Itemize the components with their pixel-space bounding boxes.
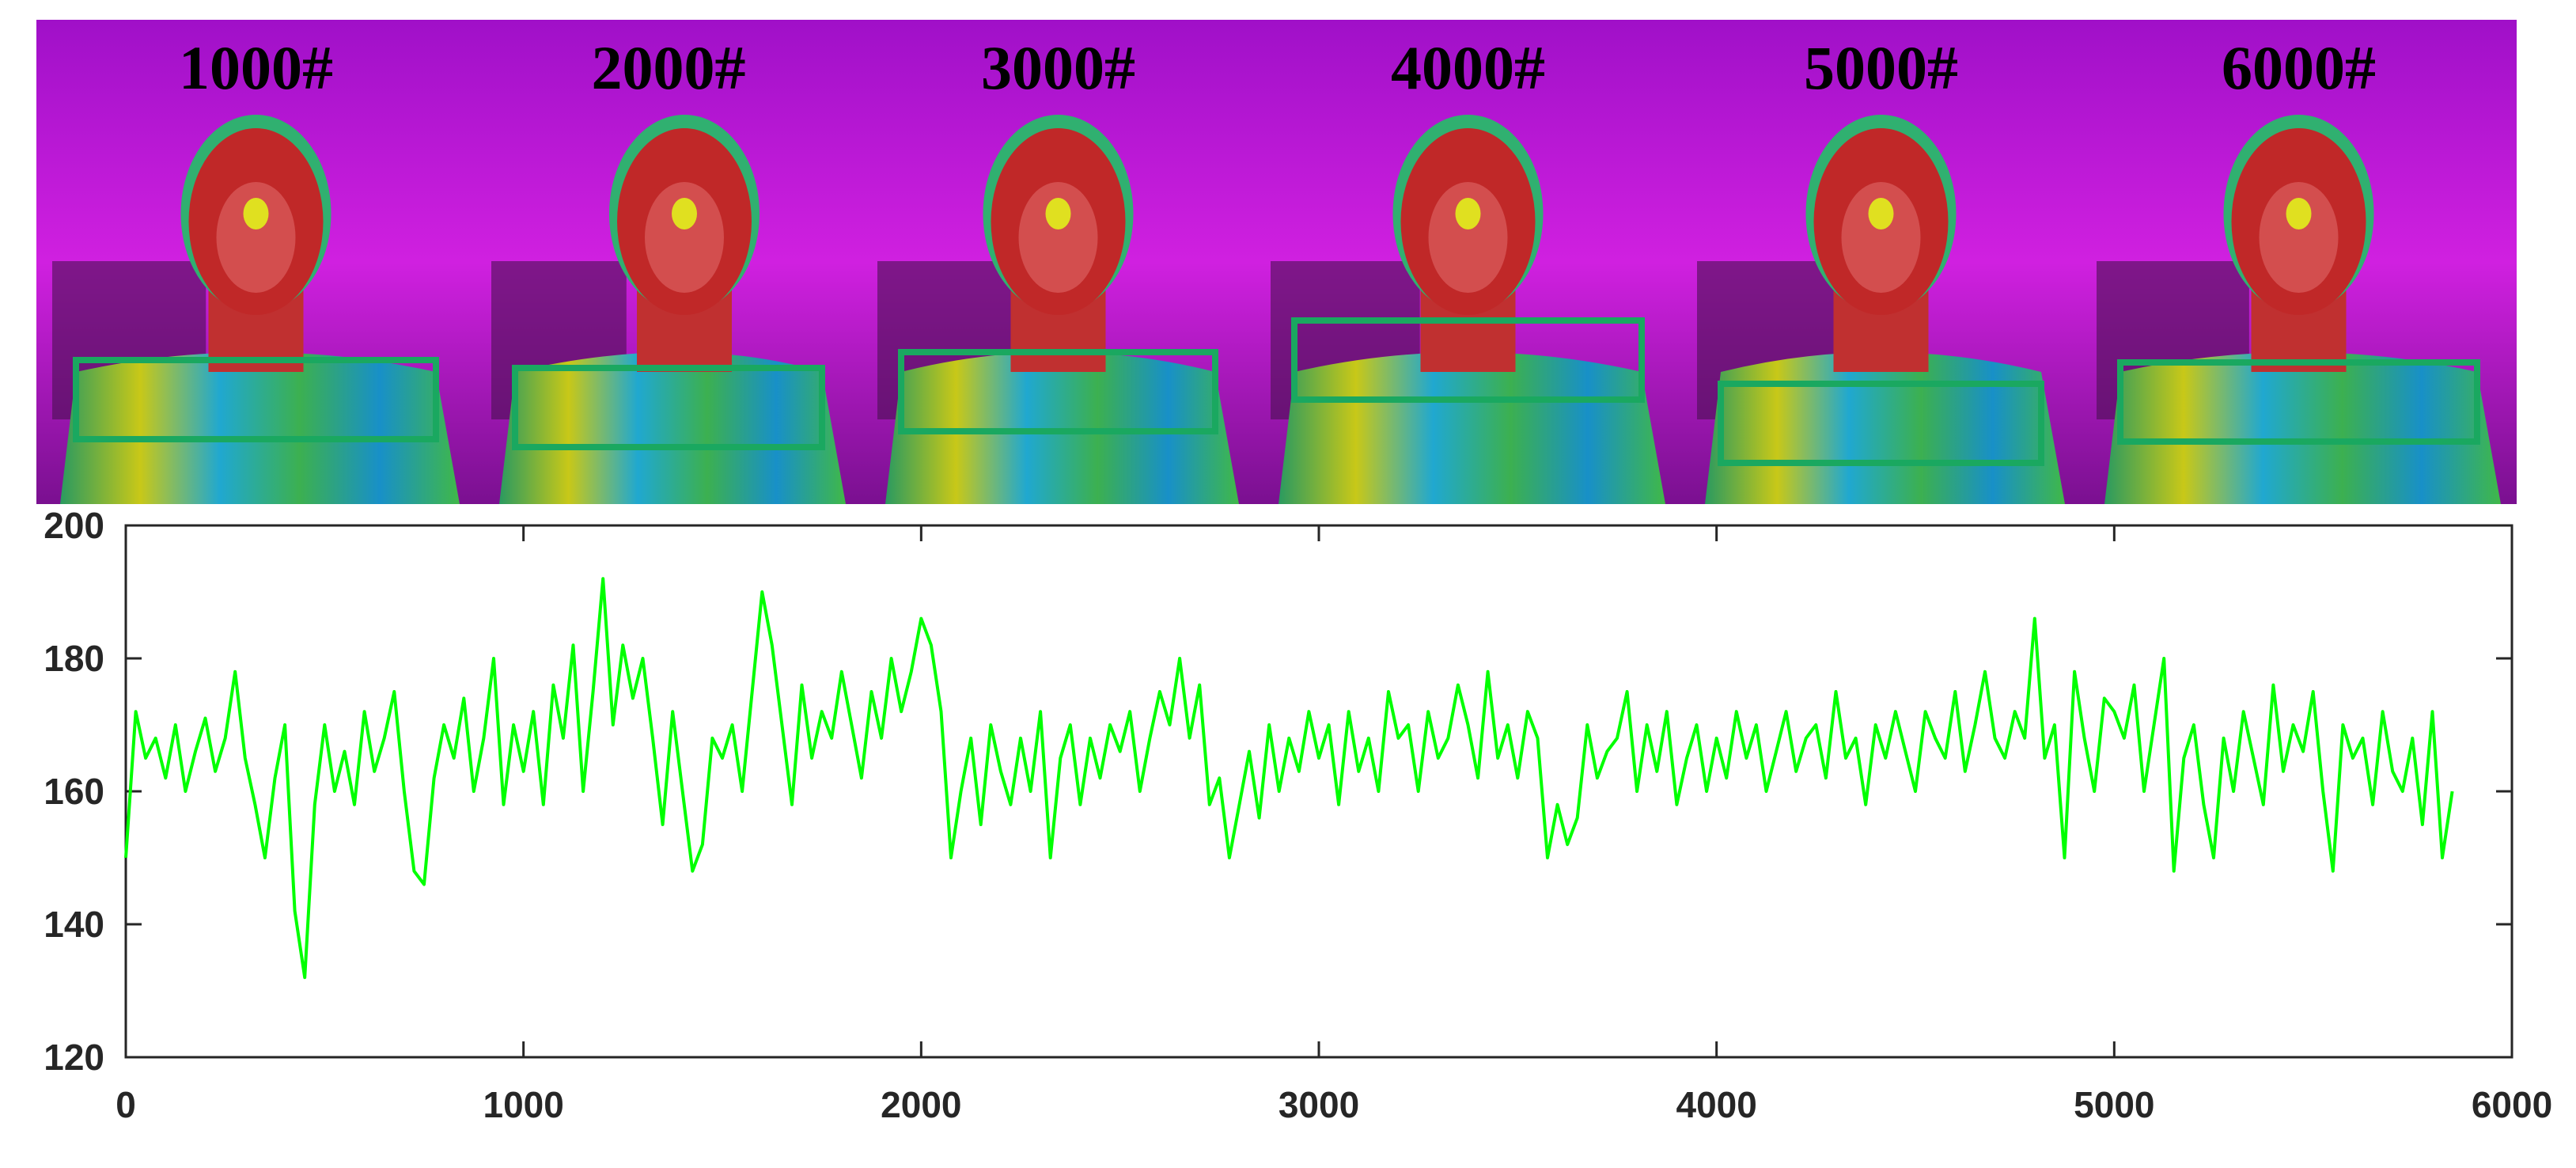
thermal-image: 3000# [862,20,1255,504]
y-tick-label: 160 [44,771,104,812]
x-tick-label: 1000 [483,1084,563,1125]
thermal-strip: 1000# 2000# 3000# 4000# 5000# 6000# [36,20,2517,504]
roi-box [898,349,1218,434]
thermal-image: 2000# [475,20,862,504]
face-hot [645,182,724,293]
y-tick-label: 180 [44,638,104,679]
nose [2286,198,2312,229]
thermal-image: 6000# [2081,20,2517,504]
x-tick-label: 5000 [2074,1084,2154,1125]
face-hot [1428,182,1508,293]
torso [1279,352,1665,504]
x-tick-label: 6000 [2472,1084,2552,1125]
plot: 0 1000 2000 3000 4000 5000 6000 120 140 160 180 200 [44,505,2552,1125]
roi-box [512,365,825,450]
roi-box [1718,381,2044,466]
thermal-image: 4000# [1255,20,1681,504]
x-tick-label: 0 [116,1084,136,1125]
face-hot [2259,182,2339,293]
panel-label: 5000# [1804,33,1958,102]
torso [2104,352,2501,504]
roi-box [2117,359,2480,445]
roi-box [73,357,439,442]
y-tick-label: 120 [44,1037,104,1078]
nose [1868,198,1894,229]
nose [243,198,269,229]
x-tick-label: 2000 [881,1084,961,1125]
torso [1705,352,2065,504]
panel-label: 4000# [1391,33,1545,102]
panel-label: 1000# [179,33,333,102]
thermal-image: 1000# [36,20,475,504]
x-tick-label: 4000 [1676,1084,1756,1125]
y-tick-label: 200 [44,505,104,546]
nose [1045,198,1071,229]
panel-label: 2000# [592,33,746,102]
panel-label: 3000# [981,33,1135,102]
nose [672,198,697,229]
torso [60,352,460,504]
panel-label: 6000# [2222,33,2376,102]
face-hot [216,182,296,293]
plot-area [124,524,2513,1059]
face-hot [1018,182,1098,293]
data-line [124,577,2454,980]
x-tick-label: 3000 [1279,1084,1359,1125]
nose [1455,198,1481,229]
roi-box [1291,317,1645,403]
face-hot [1841,182,1921,293]
y-tick-label: 140 [44,904,104,945]
thermal-image: 5000# [1681,20,2081,504]
torso [499,352,846,504]
